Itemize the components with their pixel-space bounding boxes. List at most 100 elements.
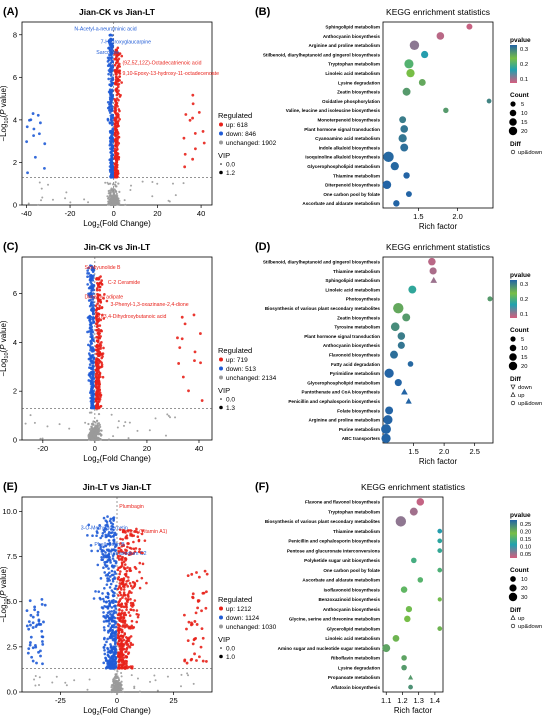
unchanged-point — [51, 198, 54, 201]
down-point — [86, 283, 89, 286]
unchanged-point — [174, 416, 177, 419]
pathway-label: Monoterpenoid biosynthesis — [317, 117, 380, 122]
down-point — [91, 311, 95, 315]
pathway-label: Lysine degradation — [338, 80, 380, 85]
down-point — [106, 648, 110, 651]
down-point — [109, 147, 112, 150]
unchanged-point — [112, 678, 115, 681]
unchanged-point — [114, 677, 117, 680]
panel-label: (F) — [255, 481, 269, 493]
x-tick-label: 1.1 — [381, 696, 391, 705]
up-point — [114, 99, 118, 102]
down-point — [31, 112, 35, 115]
up-point — [124, 574, 128, 578]
up-point — [96, 368, 100, 371]
up-point — [190, 572, 194, 576]
down-point — [102, 626, 106, 629]
up-point — [97, 364, 100, 367]
count-swatch — [510, 576, 516, 582]
pathway-label: Riboflavin metabolism — [331, 656, 380, 661]
x-tick-label: 20 — [143, 444, 151, 453]
up-point — [98, 359, 101, 363]
down-point — [108, 105, 111, 109]
down-point — [92, 380, 95, 383]
pathway-label: Indole alkaloid biosynthesis — [319, 145, 381, 150]
up-point — [97, 380, 101, 383]
down-point — [27, 647, 31, 651]
unchanged-point — [149, 680, 152, 683]
up-point — [120, 666, 124, 670]
unchanged-point — [94, 431, 98, 434]
unchanged-point — [179, 685, 182, 688]
x-tick-label: -25 — [55, 696, 66, 705]
down-point — [110, 56, 113, 59]
down-point — [102, 555, 106, 559]
down-point — [104, 535, 108, 539]
annotation-label: (9Z,5Z,12Z)-Octadecatrienoic acid — [122, 61, 201, 67]
down-point — [91, 316, 95, 319]
down-point — [90, 286, 93, 290]
count-entry: 5 — [521, 337, 524, 343]
up-point — [99, 335, 102, 338]
up-point — [117, 98, 120, 102]
down-point — [111, 557, 115, 560]
down-point — [102, 620, 106, 623]
down-point — [104, 533, 108, 537]
down-point — [111, 60, 114, 63]
unchanged-point — [128, 421, 131, 424]
pathway-bubble — [383, 151, 394, 163]
legend-entry: up: 618 — [226, 122, 248, 129]
up-point — [132, 540, 135, 544]
unchanged-point — [106, 181, 109, 184]
diff-entry: down — [518, 385, 532, 391]
up-point — [193, 652, 196, 656]
pathway-label: Tyrosine metabolism — [334, 325, 380, 330]
down-point — [110, 636, 114, 640]
down-point — [113, 639, 117, 643]
down-point — [110, 113, 114, 117]
scatter-points — [25, 33, 206, 207]
unchanged-point — [114, 181, 117, 184]
up-point — [123, 626, 127, 629]
up-point — [136, 615, 140, 619]
up-point — [135, 620, 139, 624]
down-point — [106, 650, 110, 654]
up-point — [95, 339, 99, 343]
annotation-label: Tetrasodium C2 — [110, 551, 146, 557]
down-point — [104, 657, 108, 660]
pathway-bubble — [409, 507, 418, 516]
down-point — [110, 117, 113, 121]
up-point — [180, 337, 184, 341]
unchanged-point — [37, 203, 40, 206]
up-point — [96, 302, 99, 305]
up-point — [95, 364, 98, 367]
up-point — [127, 639, 131, 643]
pathway-bubble — [411, 557, 417, 564]
up-point — [98, 366, 101, 369]
up-point — [180, 315, 184, 319]
up-point — [128, 645, 132, 649]
unchanged-point — [169, 416, 172, 419]
down-point — [110, 666, 114, 670]
pathway-label: Fatty acid degradation — [331, 362, 380, 367]
up-point — [97, 276, 101, 280]
down-point — [92, 269, 95, 272]
unchanged-point — [37, 683, 40, 686]
pathway-bubble — [405, 398, 412, 404]
up-point — [97, 327, 100, 331]
down-point — [103, 586, 106, 590]
down-point — [110, 625, 114, 628]
unchanged-point — [65, 191, 68, 194]
down-point — [91, 298, 95, 301]
up-point — [120, 544, 124, 548]
up-point — [125, 661, 128, 665]
y-tick-label: 10.0 — [2, 507, 17, 516]
up-point — [117, 57, 121, 61]
unchanged-point — [111, 197, 114, 200]
up-point — [133, 550, 137, 553]
down-point — [25, 140, 29, 144]
down-point — [114, 651, 118, 654]
down-point — [28, 118, 31, 122]
up-point — [114, 162, 117, 166]
down-point — [112, 542, 116, 545]
